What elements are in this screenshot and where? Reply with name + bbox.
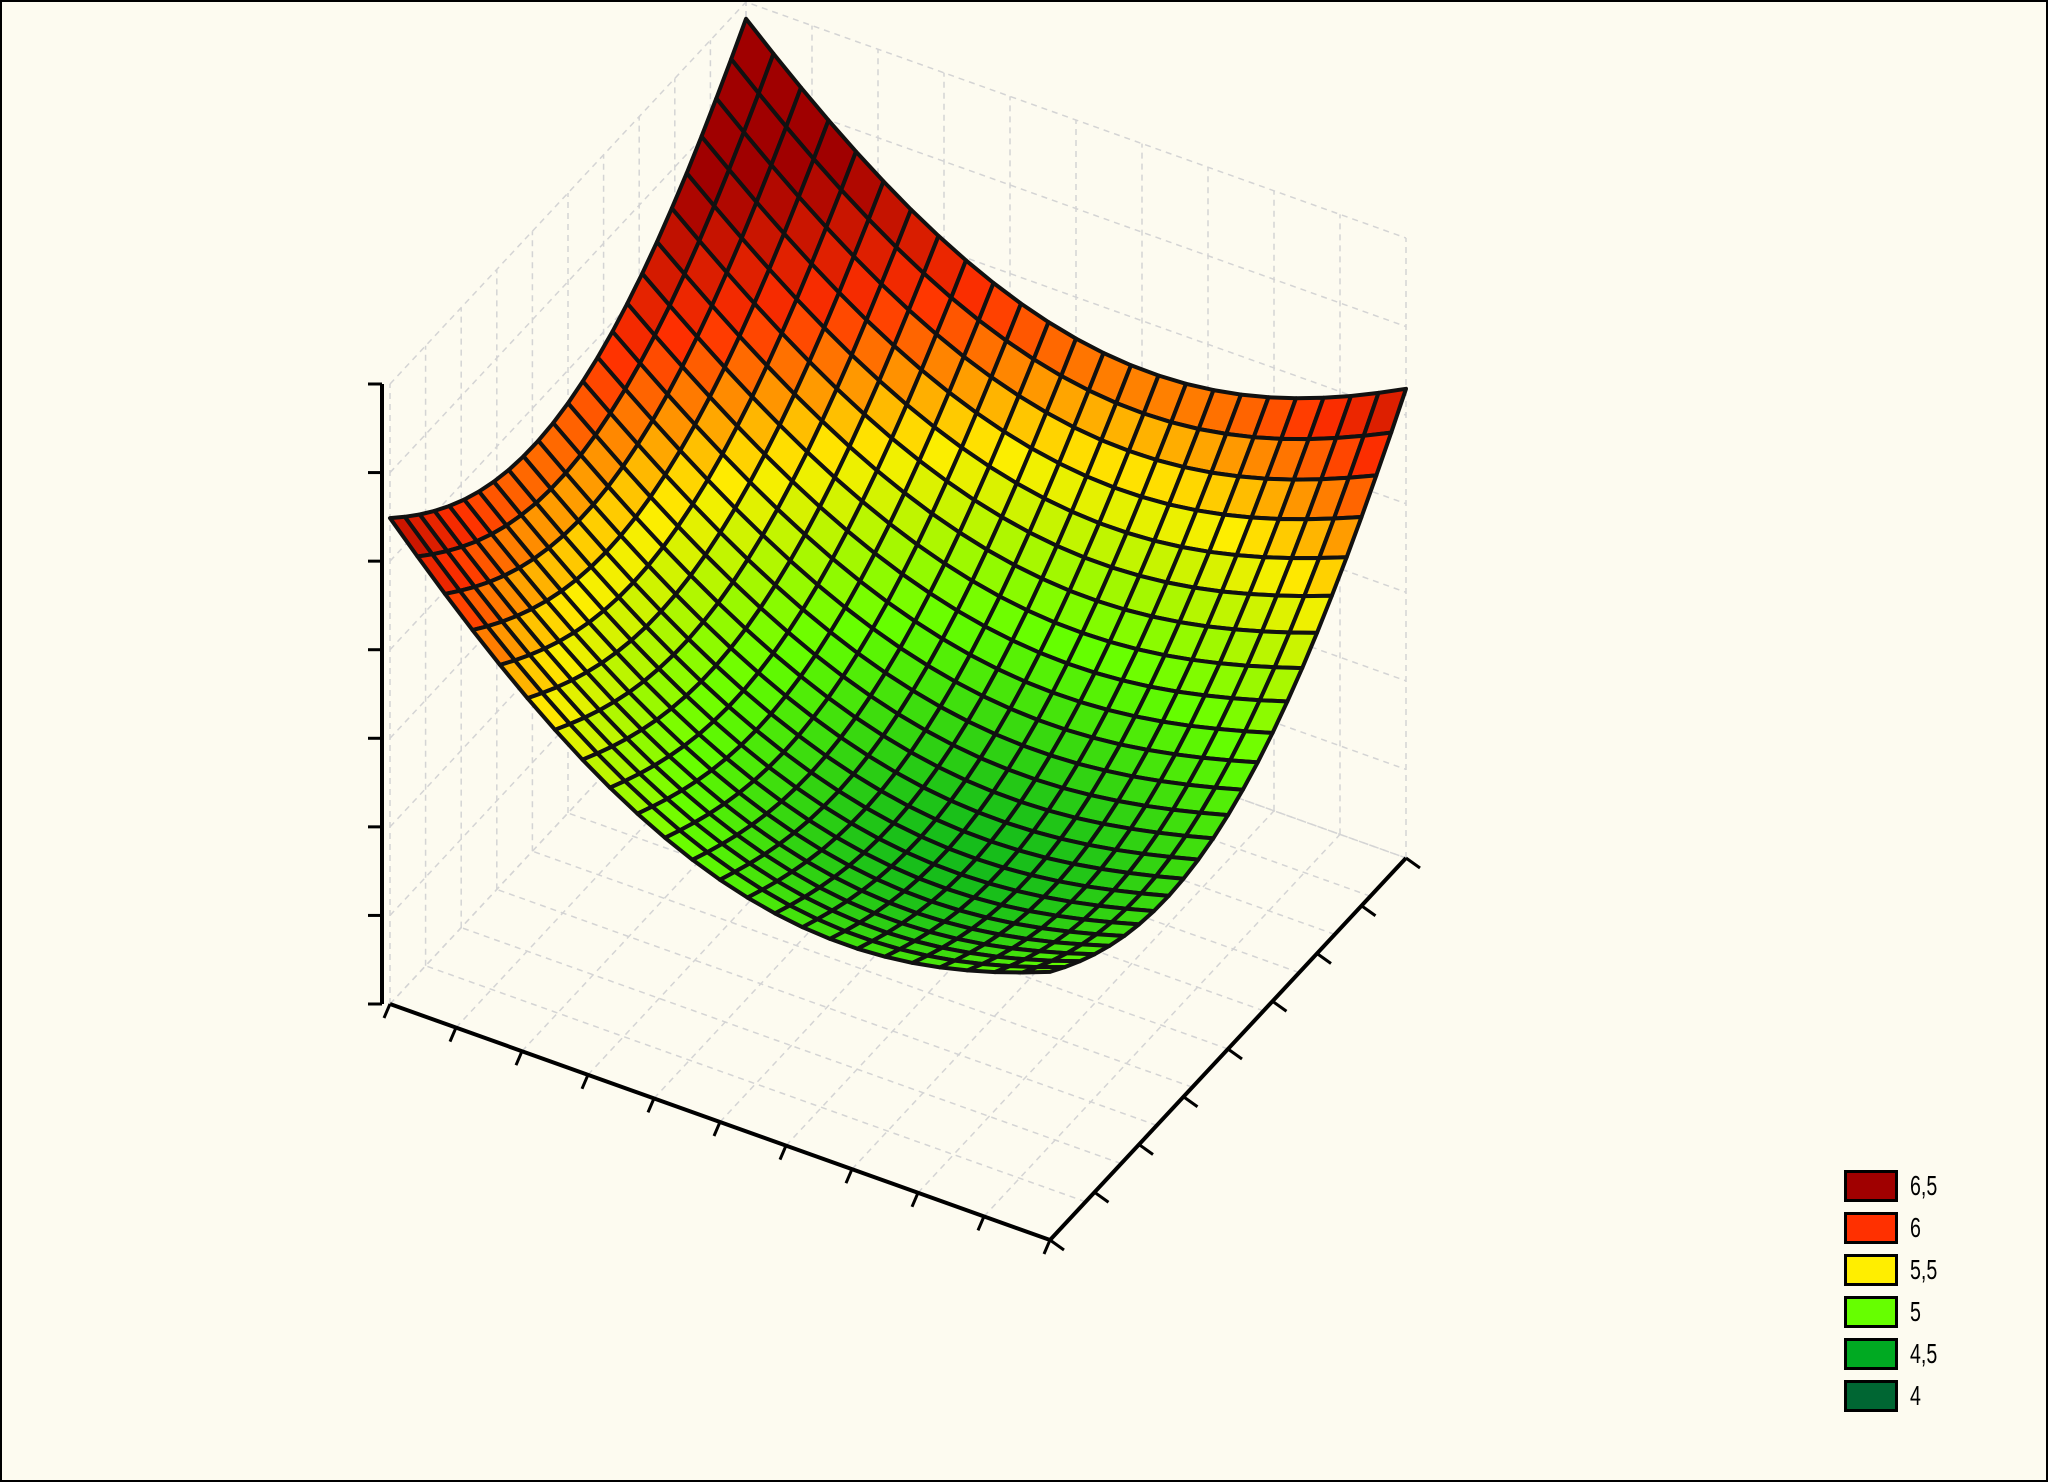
legend-label: 6 — [1910, 1212, 1921, 1243]
y-tick — [1049, 1238, 1065, 1252]
legend-item: 4,5 — [1844, 1334, 2034, 1376]
y-tick — [1093, 1191, 1110, 1204]
legend-item: 6 — [1844, 1208, 2034, 1250]
y-tick — [1227, 1047, 1243, 1061]
x-tick — [382, 1003, 392, 1019]
legend-label: 4 — [1910, 1380, 1921, 1411]
legend-item: 4 — [1844, 1376, 2034, 1418]
surface-cell — [1020, 965, 1067, 975]
x-tick — [976, 1215, 986, 1231]
x-tick — [448, 1027, 458, 1043]
legend-swatch — [1844, 1170, 1898, 1202]
y-tick — [1182, 1095, 1199, 1108]
grid-line — [496, 888, 1158, 1127]
x-tick — [844, 1168, 854, 1184]
legend-item: 5,5 — [1844, 1250, 2034, 1292]
legend-label: 5,5 — [1910, 1254, 1938, 1285]
x-tick — [1042, 1239, 1052, 1255]
surface-mesh — [388, 16, 1408, 975]
legend-swatch — [1844, 1338, 1898, 1370]
legend-swatch — [1844, 1380, 1898, 1412]
y-tick — [1138, 1143, 1154, 1156]
legend-label: 6,5 — [1910, 1170, 1938, 1201]
y-tick — [1360, 904, 1377, 917]
tick-marks — [368, 382, 1421, 1255]
legend-swatch — [1844, 1296, 1898, 1328]
grid-line — [567, 812, 1229, 1050]
x-tick — [646, 1097, 656, 1113]
grid-line — [425, 965, 1086, 1203]
x-tick — [712, 1121, 722, 1137]
legend-label: 4,5 — [1910, 1338, 1938, 1369]
x-tick — [514, 1050, 524, 1066]
legend-item: 5 — [1844, 1292, 2034, 1334]
grid-line — [532, 850, 1193, 1088]
grid-line — [460, 926, 1122, 1165]
y-tick — [1271, 1000, 1288, 1013]
legend-item: 6,5 — [1844, 1166, 2034, 1208]
legend: 6,5 6 5,5 5 4,5 4 — [1844, 1166, 2034, 1418]
legend-swatch — [1844, 1212, 1898, 1244]
y-tick — [1405, 856, 1421, 870]
x-tick — [910, 1192, 920, 1208]
legend-label: 5 — [1910, 1296, 1921, 1327]
y-tick — [1316, 952, 1332, 965]
legend-swatch — [1844, 1254, 1898, 1286]
x-tick — [778, 1145, 788, 1161]
x-tick — [580, 1074, 590, 1090]
